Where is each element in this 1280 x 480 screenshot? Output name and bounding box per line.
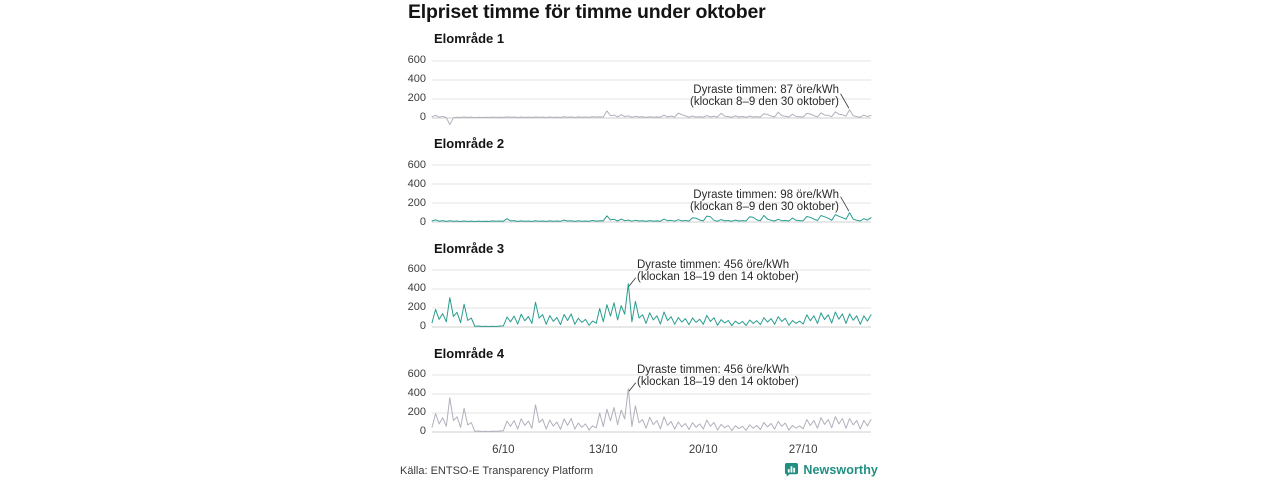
panel-title-elomrade-2: Elområde 2 xyxy=(434,136,505,151)
panel-title-elomrade-4: Elområde 4 xyxy=(434,345,505,361)
annotation-line-2: (klockan 8–9 den 30 oktober) xyxy=(690,96,839,108)
newsworthy-logo-icon xyxy=(785,462,799,477)
annotation-pointer-line xyxy=(628,276,637,286)
line-chart-elomrade-2 xyxy=(431,164,872,223)
y-tick-label: 0 xyxy=(419,425,426,437)
y-tick-label: 0 xyxy=(419,320,426,332)
annotation-line-2: (klockan 8–9 den 30 oktober) xyxy=(690,201,839,213)
y-tick-label: 0 xyxy=(419,215,426,228)
max-price-annotation-elomrade-3: Dyraste timmen: 456 öre/kWh (klockan 18–1… xyxy=(637,259,799,283)
panel-title-elomrade-3: Elområde 3 xyxy=(434,240,505,256)
annotation-pointer-line xyxy=(840,93,850,108)
max-price-annotation-elomrade-2: Dyraste timmen: 98 öre/kWh (klockan 8–9 d… xyxy=(690,189,839,213)
x-tick-label-20-10: 20/10 xyxy=(688,444,718,456)
newsworthy-wordmark: Newsworthy xyxy=(803,462,878,477)
y-tick-label: 200 xyxy=(407,196,426,209)
newsworthy-logo[interactable]: Newsworthy xyxy=(784,462,878,477)
y-tick-label: 200 xyxy=(407,301,426,313)
price-line-elomrade-3 xyxy=(431,282,872,327)
annotation-line-1: Dyraste timmen: 456 öre/kWh xyxy=(637,258,790,271)
x-tick-label-13-10: 13/10 xyxy=(588,444,618,456)
max-price-annotation-elomrade-4: Dyraste timmen: 456 öre/kWh (klockan 18–1… xyxy=(637,364,799,388)
line-chart-elomrade-4 xyxy=(431,374,872,432)
y-tick-label: 400 xyxy=(407,387,426,399)
panel-title-elomrade-1: Elområde 1 xyxy=(434,31,505,46)
line-chart-elomrade-3 xyxy=(431,269,872,327)
y-tick-label: 400 xyxy=(407,282,426,294)
annotation-line-2: (klockan 18–19 den 14 oktober) xyxy=(637,270,799,283)
y-tick-label: 400 xyxy=(407,73,426,85)
price-line-elomrade-4 xyxy=(431,387,872,432)
chart-title: Elpriset timme för timme under oktober xyxy=(408,1,766,23)
line-chart-elomrade-1 xyxy=(431,60,872,125)
max-price-annotation-elomrade-1: Dyraste timmen: 87 öre/kWh (klockan 8–9 d… xyxy=(690,84,839,108)
annotation-line-1: Dyraste timmen: 456 öre/kWh xyxy=(637,363,790,376)
infographic-canvas: Elpriset timme för timme under oktober E… xyxy=(400,0,880,480)
x-tick-label-27-10: 27/10 xyxy=(788,444,818,456)
y-tick-label: 0 xyxy=(419,111,426,123)
annotation-pointer-line xyxy=(840,196,850,212)
annotation-pointer-line xyxy=(628,381,637,391)
y-tick-label: 400 xyxy=(407,177,426,190)
annotation-line-1: Dyraste timmen: 87 öre/kWh xyxy=(693,84,839,96)
y-tick-label: 600 xyxy=(407,368,426,380)
y-tick-label: 200 xyxy=(407,406,426,418)
price-line-elomrade-2 xyxy=(431,212,872,222)
annotation-line-1: Dyraste timmen: 98 öre/kWh xyxy=(693,189,839,201)
y-tick-label: 200 xyxy=(407,92,426,104)
y-tick-label: 600 xyxy=(407,263,426,275)
y-tick-label: 600 xyxy=(407,54,426,66)
price-line-elomrade-1 xyxy=(431,108,872,125)
y-tick-label: 600 xyxy=(407,158,426,171)
source-credit: Källa: ENTSO-E Transparency Platform xyxy=(400,465,594,477)
annotation-line-2: (klockan 18–19 den 14 oktober) xyxy=(637,375,799,388)
x-tick-label-6-10: 6/10 xyxy=(492,444,515,456)
